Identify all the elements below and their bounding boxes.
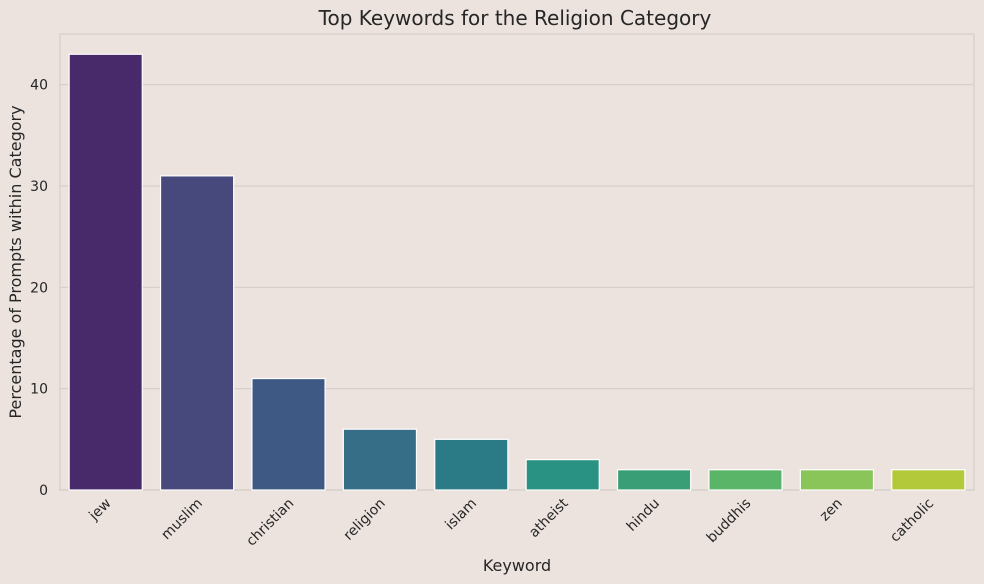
y-tick-label: 30: [30, 179, 48, 195]
x-tick-label: islam: [442, 496, 480, 534]
x-tick-label: religion: [341, 496, 389, 544]
x-tick-label: atheist: [526, 495, 572, 541]
bar-religion: [342, 428, 418, 491]
x-tick-label: buddhis: [704, 496, 755, 547]
bar-jew: [68, 53, 143, 491]
bar-islam: [434, 438, 509, 491]
y-tick-label: 20: [30, 280, 48, 296]
bar-zen: [799, 469, 875, 491]
bar-buddhis: [708, 469, 783, 491]
x-axis-label: Keyword: [483, 556, 551, 575]
x-tick-label: hindu: [624, 496, 663, 535]
x-tick-label: zen: [817, 496, 846, 525]
bar-catholic: [891, 469, 966, 491]
y-tick-label: 40: [30, 78, 48, 94]
y-tick-label: 0: [39, 483, 48, 499]
x-tick-labels: jew muslim christian religion islam atheist hi…: [86, 495, 938, 549]
bar-hindu: [616, 469, 692, 491]
y-tick-label: 10: [30, 382, 48, 398]
y-axis-label: Percentage of Prompts within Category: [6, 105, 25, 418]
bar-atheist: [525, 459, 600, 491]
bars: [68, 53, 966, 491]
x-tick-label: jew: [86, 496, 115, 525]
y-tick-labels: 0 10 20 30 40: [30, 78, 48, 499]
x-tick-label: christian: [243, 496, 297, 550]
x-tick-label: muslim: [158, 496, 206, 544]
x-tick-label: catholic: [887, 496, 937, 546]
bar-muslim: [159, 175, 235, 491]
chart-title: Top Keywords for the Religion Category: [318, 6, 712, 30]
bar-christian: [251, 377, 326, 491]
